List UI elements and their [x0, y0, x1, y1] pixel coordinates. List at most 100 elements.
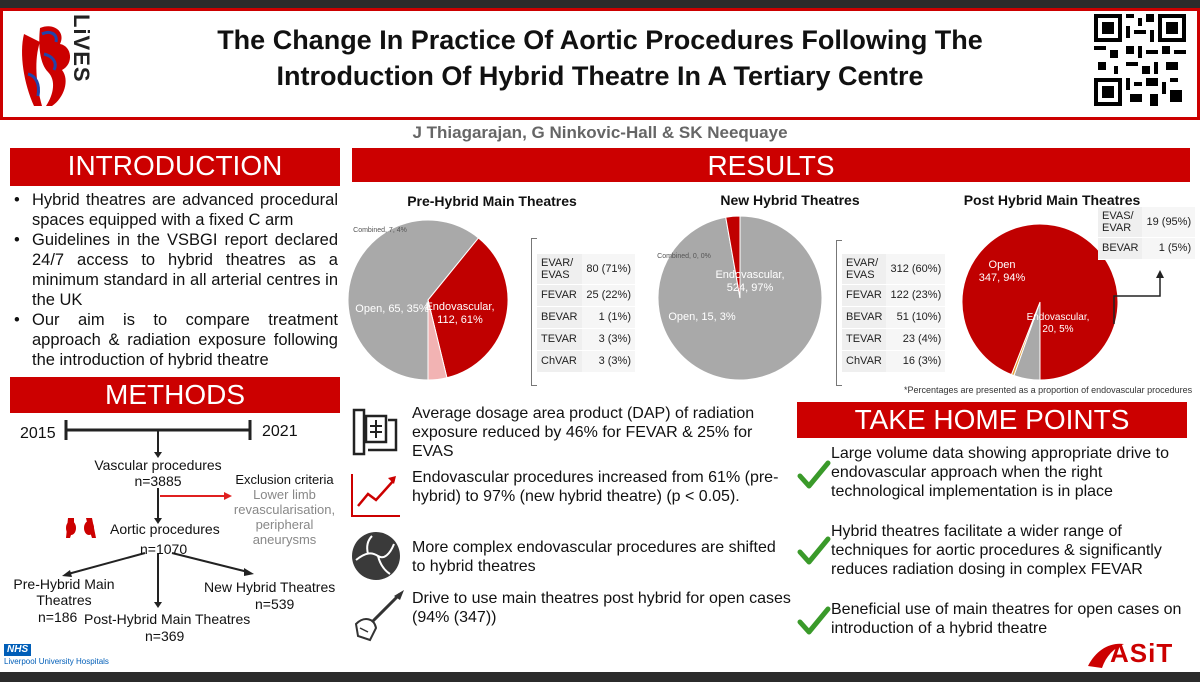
table-value: 16 (3%)	[886, 350, 946, 373]
table-value: 3 (3%)	[581, 328, 635, 351]
post-hybrid-table: EVAS/ EVAR 19 (95%) BEVAR 1 (5%)	[1098, 207, 1196, 260]
table-row: TEVAR 23 (4%)	[842, 328, 946, 351]
pre-hybrid-group: Pre-Hybrid Main Theatres	[4, 576, 124, 608]
nhs-badge: NHS	[4, 644, 32, 656]
post-hybrid-label: Post-Hybrid Main Theatres	[84, 611, 251, 627]
table-label: EVAR/ EVAS	[537, 254, 582, 285]
introduction-bullets: Hybrid theatres are advanced procedural …	[8, 190, 338, 370]
table-row: ChVAR 3 (3%)	[537, 350, 635, 373]
table-row: EVAR/ EVAS 80 (71%)	[537, 254, 635, 285]
post-hybrid-count: n=369	[145, 628, 185, 644]
new-hybrid-label: New Hybrid Theatres	[204, 579, 336, 595]
table-label: FEVAR	[842, 284, 887, 307]
bottom-bar	[0, 672, 1200, 682]
check-icon	[797, 606, 831, 635]
authors: J Thiagarajan, G Ninkovic-Hall & SK Neeq…	[412, 123, 788, 142]
take-home-heading: TAKE HOME POINTS	[797, 402, 1187, 438]
take-home-point: Beneficial use of main theatres for open…	[831, 601, 1182, 637]
vascular-label: Vascular procedures	[94, 457, 222, 473]
take-home-point: Hybrid theatres facilitate a wider range…	[831, 523, 1162, 578]
table-label: ChVAR	[842, 350, 887, 373]
check-icon	[797, 460, 831, 489]
poster-title: The Change In Practice Of Aortic Procedu…	[150, 22, 1050, 94]
finding-text: Drive to use main theatres post hybrid f…	[412, 590, 791, 626]
aortic-count: n=1070	[140, 541, 188, 557]
table-row: BEVAR 1 (1%)	[537, 306, 635, 329]
title-line-1: The Change In Practice Of Aortic Procedu…	[217, 25, 983, 55]
pie-label: Endovascular, 524, 97%	[715, 269, 784, 294]
pie-label: Open 347, 94%	[979, 259, 1026, 284]
pie-label: Endovascular, 112, 61%	[425, 301, 494, 326]
finding-icon-wrap	[350, 406, 402, 458]
nhs-logo: NHS Liverpool University Hospitals	[4, 644, 124, 672]
exclusion-title: Exclusion criteria	[235, 472, 334, 487]
exclusion-criteria: Exclusion criteria Lower limb revascular…	[222, 472, 347, 547]
table-row: FEVAR 122 (23%)	[842, 284, 946, 307]
finding-text: Endovascular procedures increased from 6…	[412, 469, 779, 505]
table-row: EVAS/ EVAR 19 (95%)	[1098, 207, 1196, 238]
table-row: BEVAR 51 (10%)	[842, 306, 946, 329]
vessel-icon	[352, 532, 400, 580]
intro-bullet: Guidelines in the VSBGI report declared …	[8, 230, 338, 310]
trend-up-icon	[351, 474, 400, 517]
table-label: ChVAR	[537, 350, 582, 373]
chart-title-new: New Hybrid Theatres	[720, 192, 860, 208]
pie-slice-open	[427, 237, 509, 379]
exclusion-line: peripheral	[255, 517, 314, 532]
pie-label: Open, 15, 3%	[668, 311, 735, 323]
intro-bullet: Hybrid theatres are advanced procedural …	[8, 190, 338, 230]
new-hybrid-count: n=539	[255, 596, 295, 612]
table-value: 312 (60%)	[886, 254, 946, 285]
methods-flow-diagram	[62, 420, 254, 608]
results-heading: RESULTS	[352, 148, 1190, 182]
chart-title-post: Post Hybrid Main Theatres	[963, 192, 1141, 208]
pie-slice-combined	[427, 299, 448, 381]
poster-header	[0, 8, 1200, 120]
radiation-icon	[352, 408, 398, 456]
nhs-org: Liverpool University Hospitals	[4, 657, 109, 666]
table-label: BEVAR	[842, 306, 887, 329]
pie-charts: Endovascular, 112, 61%Open, 65, 35% Combin…	[347, 215, 1119, 381]
top-bar	[0, 0, 1200, 8]
pie-label: Combined, 0, 0%	[657, 253, 711, 260]
table-value: 122 (23%)	[886, 284, 946, 307]
asit-bird-icon	[1088, 643, 1124, 668]
qr-code[interactable]	[1094, 14, 1186, 106]
chart-title-pre: Pre-Hybrid Main Theatres	[407, 193, 577, 209]
pre-hybrid-label: Pre-Hybrid Main	[13, 576, 115, 592]
asit-text: ASiT	[1110, 638, 1174, 668]
liver-bird-icon	[22, 26, 71, 106]
table-row: FEVAR 25 (22%)	[537, 284, 635, 307]
pie-label: Open, 65, 35%	[355, 303, 429, 315]
table-row: BEVAR 1 (5%)	[1098, 237, 1196, 260]
year-end: 2021	[262, 423, 298, 440]
table-value: 23 (4%)	[886, 328, 946, 351]
lives-logo: LiVES	[14, 14, 94, 114]
results-footnote: *Percentages are presented as a proporti…	[904, 385, 1193, 395]
table-label: FEVAR	[537, 284, 582, 307]
finding-text: More complex endovascular procedures are…	[412, 539, 776, 575]
finding-icon-wrap	[350, 470, 402, 518]
year-start: 2015	[20, 425, 56, 442]
table-value: 19 (95%)	[1142, 207, 1196, 238]
pre-hybrid-label: Theatres	[36, 592, 92, 608]
table-row: ChVAR 16 (3%)	[842, 350, 946, 373]
table-value: 80 (71%)	[581, 254, 635, 285]
pie-label: Endovascular, 20, 5%	[1027, 312, 1090, 335]
aorta-icon	[66, 518, 96, 538]
table-label: BEVAR	[537, 306, 582, 329]
finding-icon-wrap	[350, 530, 402, 582]
pre-hybrid-table: EVAR/ EVAS 80 (71%) FEVAR 25 (22%) BEVAR 1 (1…	[537, 254, 635, 373]
pie-slice-open	[725, 215, 741, 299]
introduction-heading: INTRODUCTION	[10, 148, 340, 186]
finding-text: Average dosage area product (DAP) of rad…	[412, 405, 755, 460]
table-value: 1 (1%)	[581, 306, 635, 329]
vascular-procedures: Vascular procedures n=3885	[88, 457, 228, 489]
table-value: 1 (5%)	[1142, 237, 1196, 260]
table-value: 51 (10%)	[886, 306, 946, 329]
finding-icon-wrap	[350, 588, 406, 644]
table-row: TEVAR 3 (3%)	[537, 328, 635, 351]
table-label: BEVAR	[1098, 237, 1143, 260]
exclusion-line: Lower limb	[253, 487, 316, 502]
table-value: 25 (22%)	[581, 284, 635, 307]
